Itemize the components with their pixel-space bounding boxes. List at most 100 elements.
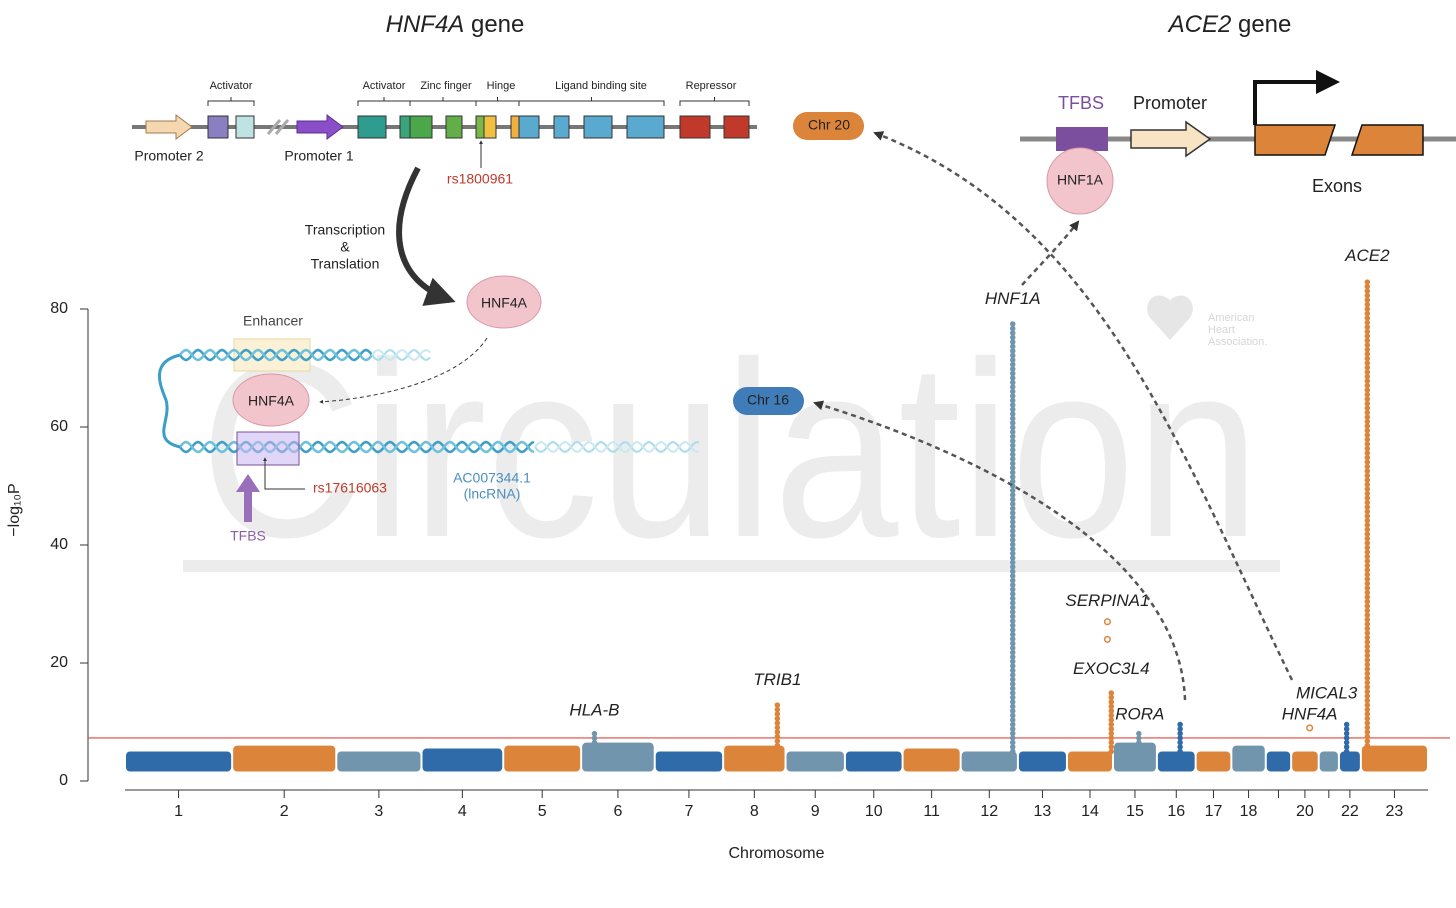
dna-strand [534, 440, 700, 454]
domain-label: Zinc finger [420, 80, 472, 92]
y-tick-label: 40 [50, 536, 68, 553]
x-tick-label: 20 [1296, 803, 1314, 820]
hit-point [1103, 618, 1111, 626]
background-points [1018, 751, 1066, 772]
tfbs-arrow [236, 474, 260, 522]
exon [723, 115, 750, 139]
gene-word: gene [1238, 11, 1291, 38]
gene-word: gene [471, 11, 524, 38]
x-tick-label: 7 [684, 803, 693, 820]
background-points [845, 751, 902, 772]
protein-blob [466, 275, 542, 329]
protein-blob [232, 373, 310, 427]
exon [445, 115, 463, 139]
link-arrow [873, 131, 1294, 681]
logo-text: Association. [1208, 336, 1267, 348]
hit-point [1306, 724, 1314, 732]
domain-bracket [409, 97, 477, 106]
link-arrow [813, 400, 1187, 701]
binding-arrow [319, 337, 488, 404]
x-tick-label: 11 [923, 803, 940, 820]
background-points [1266, 751, 1291, 772]
promoter-label: Promoter [1133, 93, 1207, 113]
x-tick-label: 8 [750, 803, 759, 820]
hit-label: HNF4A [1282, 704, 1338, 723]
dna-strand [371, 348, 431, 362]
dna-loop [157, 353, 181, 449]
process-arrow [396, 166, 456, 306]
lncrna-label: AC007344.1 [453, 470, 531, 486]
x-tick-label: 17 [1205, 803, 1223, 820]
exon [626, 115, 665, 139]
x-tick-label: 15 [1126, 803, 1144, 820]
background-points [724, 745, 785, 772]
x-tick-label: 2 [280, 803, 289, 820]
promoter-arrow [145, 114, 193, 140]
exon-block [1350, 124, 1424, 156]
background-points [1196, 751, 1231, 772]
domain-bracket [207, 97, 255, 106]
x-tick-label: 23 [1386, 803, 1404, 820]
tfbs-box [236, 431, 300, 466]
watermark: Circulation American Heart Association. [183, 295, 1280, 589]
chr-label: Chr 16 [747, 392, 789, 408]
hit-label: HNF1A [985, 289, 1041, 308]
x-tick-label: 18 [1240, 803, 1258, 820]
process-label: Translation [311, 256, 380, 272]
tfbs-label: TFBS [1058, 93, 1104, 113]
x-tick-label: 4 [458, 803, 467, 820]
exon [553, 115, 570, 139]
background-points [1232, 745, 1265, 772]
tfbs-label: TFBS [230, 528, 266, 544]
y-tick-label: 60 [50, 418, 68, 435]
snp-pointer [263, 457, 305, 490]
y-tick-label: 80 [50, 300, 68, 317]
hit-label: ACE2 [1344, 246, 1390, 265]
tf-blob [1046, 147, 1114, 215]
break-mark [266, 119, 290, 135]
background-points [1292, 751, 1318, 772]
background-points [233, 745, 336, 772]
gene-name: HNF4A [386, 11, 465, 38]
exon [510, 115, 520, 139]
dna-strand [179, 348, 373, 362]
x-tick-label: 16 [1167, 803, 1185, 820]
enhancer-label: Enhancer [243, 313, 303, 329]
promoter-label: Promoter 1 [284, 148, 353, 164]
diagram: HNF4A HNF4A Chr 20 Chr 16 HNF1A [132, 70, 1456, 701]
domain-bracket [357, 97, 411, 106]
logo-text: Heart [1208, 324, 1235, 336]
watermark-text: Circulation [200, 310, 1260, 589]
watermark-bar [183, 560, 1280, 572]
hit-label: HLA-B [569, 700, 619, 719]
background-points [582, 742, 654, 772]
gene-title: ACE2 gene [1167, 11, 1292, 38]
x-tick-label: 12 [980, 803, 998, 820]
hit-label: MICAL3 [1296, 683, 1358, 702]
snp-label: rs1800961 [447, 171, 513, 187]
y-axis-label: −log₁₀P [6, 483, 23, 536]
exon [518, 115, 540, 139]
exon [679, 115, 711, 139]
x-tick-label: 22 [1341, 803, 1359, 820]
domain-bracket [475, 97, 520, 106]
background-points [1114, 742, 1156, 772]
y-tick-label: 0 [59, 772, 68, 789]
domain-label: Activator [363, 80, 406, 92]
exon [483, 115, 497, 139]
hit-label: RORA [1115, 704, 1164, 723]
domain-bracket [679, 97, 750, 106]
hit-label: TRIB1 [753, 670, 801, 689]
domain-label: Hinge [487, 80, 516, 92]
chr-pill [733, 387, 804, 415]
lncrna-label: (lncRNA) [464, 486, 521, 502]
exon [357, 115, 387, 139]
chr-label: Chr 20 [808, 117, 850, 133]
link-arrow [1021, 220, 1080, 286]
x-tick-label: 14 [1081, 803, 1099, 820]
exon [235, 115, 255, 139]
process-label: Transcription [305, 222, 385, 238]
exon [475, 115, 485, 139]
background-points [337, 751, 421, 772]
